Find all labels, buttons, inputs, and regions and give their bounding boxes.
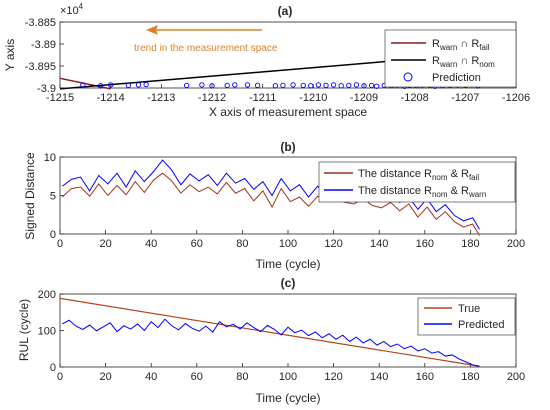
x-tick-label: 180 bbox=[461, 238, 479, 250]
x-tick-label: 120 bbox=[324, 238, 342, 250]
y-tick-label: 0 bbox=[50, 362, 56, 374]
legend-c-label-2: Predicted bbox=[458, 319, 504, 331]
prediction-point bbox=[308, 83, 314, 89]
y-tick-label: 5 bbox=[50, 191, 56, 203]
panel-a-title: (a) bbox=[278, 4, 293, 18]
x-tick-label: 40 bbox=[145, 238, 157, 250]
prediction-point bbox=[330, 82, 337, 88]
x-tick-label: 200 bbox=[507, 238, 525, 250]
prediction-point bbox=[346, 82, 352, 89]
x-tick-label: 60 bbox=[191, 238, 203, 250]
y-tick-label: 200 bbox=[38, 289, 56, 301]
panel-a: (a) ×104 -3.9 -3.895 -3.89 -3.885 -1215 -121… bbox=[3, 2, 530, 119]
legend-a-label-2: Rwarn ∩ Rnom bbox=[432, 55, 495, 69]
y-tick-label: 100 bbox=[38, 326, 56, 338]
y-tick-label: -3.885 bbox=[25, 17, 56, 29]
prediction-point bbox=[300, 82, 306, 89]
y-tick-label: -3.895 bbox=[25, 61, 56, 73]
prediction-point bbox=[254, 82, 261, 89]
x-tick-label: -1213 bbox=[147, 92, 175, 104]
y-tick-label: -3.9 bbox=[37, 83, 56, 95]
prediction-point bbox=[361, 83, 367, 89]
x-tick-label: 20 bbox=[99, 238, 111, 250]
prediction-point bbox=[315, 82, 322, 88]
panel-b-title: (b) bbox=[280, 140, 295, 154]
prediction-point bbox=[80, 82, 86, 88]
x-tick-label: 20 bbox=[99, 371, 111, 383]
panel-c-ylabel: RUL (cycle) bbox=[17, 299, 31, 361]
x-tick-label: 160 bbox=[416, 238, 434, 250]
trend-arrow bbox=[146, 25, 262, 35]
prediction-point bbox=[199, 82, 205, 88]
prediction-point bbox=[272, 83, 278, 89]
prediction-point bbox=[290, 82, 296, 88]
panel-c-legend bbox=[417, 297, 516, 336]
x-tick-label: 200 bbox=[507, 371, 525, 383]
panel-b: (b) 0 5 10 0 20 40 60 80 100 120 140 160 180 200 The… bbox=[23, 140, 525, 271]
x-tick-label: -1208 bbox=[401, 92, 429, 104]
panel-b-series-fail bbox=[61, 172, 480, 236]
x-tick-label: -1211 bbox=[249, 92, 276, 104]
x-tick-label: -1212 bbox=[198, 92, 226, 104]
x-tick-label: 80 bbox=[236, 238, 248, 250]
x-tick-label: -1209 bbox=[350, 92, 378, 104]
x-tick-label: 0 bbox=[57, 238, 63, 250]
panel-b-legend bbox=[318, 161, 516, 203]
x-tick-label: -1206 bbox=[502, 92, 530, 104]
trend-annotation: trend in the measurement space bbox=[134, 43, 278, 54]
x-tick-label: 100 bbox=[279, 238, 297, 250]
legend-c-label-1: True bbox=[458, 303, 480, 315]
legend-a-marker bbox=[403, 72, 413, 82]
prediction-point bbox=[209, 83, 215, 89]
legend-b-label-2: The distance Rnom & Rwarn bbox=[358, 185, 486, 199]
legend-a-label-3: Prediction bbox=[432, 72, 481, 84]
prediction-point bbox=[338, 83, 344, 89]
y-tick-label: 10 bbox=[44, 152, 56, 164]
panel-c-series-predicted bbox=[62, 318, 480, 367]
panel-b-ylabel: Signed Distance bbox=[23, 152, 37, 240]
panel-a-legend bbox=[384, 29, 517, 88]
panel-c-xlabel: Time (cycle) bbox=[256, 391, 321, 405]
prediction-point bbox=[374, 83, 380, 89]
x-tick-label: 160 bbox=[416, 371, 434, 383]
x-tick-label: 80 bbox=[236, 371, 248, 383]
prediction-point bbox=[323, 82, 329, 89]
panel-a-exponent: ×104 bbox=[60, 2, 84, 17]
panel-a-ylabel: Y axis bbox=[3, 39, 17, 71]
prediction-point bbox=[244, 82, 251, 88]
prediction-point bbox=[184, 82, 190, 89]
prediction-point bbox=[353, 82, 360, 88]
legend-a-label-1: Rwarn ∩ Rfail bbox=[432, 38, 490, 52]
prediction-point bbox=[135, 82, 142, 88]
panel-c-series-true bbox=[59, 297, 480, 367]
prediction-point bbox=[280, 82, 286, 89]
y-tick-label: 0 bbox=[50, 229, 56, 241]
x-tick-label: -1207 bbox=[451, 92, 479, 104]
prediction-point bbox=[143, 81, 149, 88]
panel-c-title: (c) bbox=[281, 276, 296, 290]
x-tick-label: -1215 bbox=[46, 92, 74, 104]
x-tick-label: 140 bbox=[370, 238, 388, 250]
x-tick-label: 60 bbox=[191, 371, 203, 383]
prediction-point bbox=[224, 82, 230, 89]
x-tick-label: -1214 bbox=[97, 92, 125, 104]
prediction-point bbox=[125, 82, 132, 89]
prediction-point bbox=[97, 83, 104, 89]
x-tick-label: 40 bbox=[145, 371, 157, 383]
prediction-point bbox=[108, 82, 114, 88]
prediction-point bbox=[232, 82, 238, 88]
x-tick-label: -1210 bbox=[299, 92, 327, 104]
prediction-point bbox=[368, 82, 375, 89]
legend-b-label-1: The distance Rnom & Rfail bbox=[358, 168, 479, 182]
x-tick-label: 140 bbox=[370, 371, 388, 383]
x-tick-label: 0 bbox=[57, 371, 63, 383]
y-tick-label: -3.89 bbox=[31, 39, 56, 51]
x-tick-label: 100 bbox=[279, 371, 297, 383]
x-tick-label: 120 bbox=[324, 371, 342, 383]
panel-b-xlabel: Time (cycle) bbox=[256, 257, 321, 271]
panel-a-xlabel: X axis of measurement space bbox=[209, 105, 367, 119]
x-tick-label: 180 bbox=[461, 371, 479, 383]
